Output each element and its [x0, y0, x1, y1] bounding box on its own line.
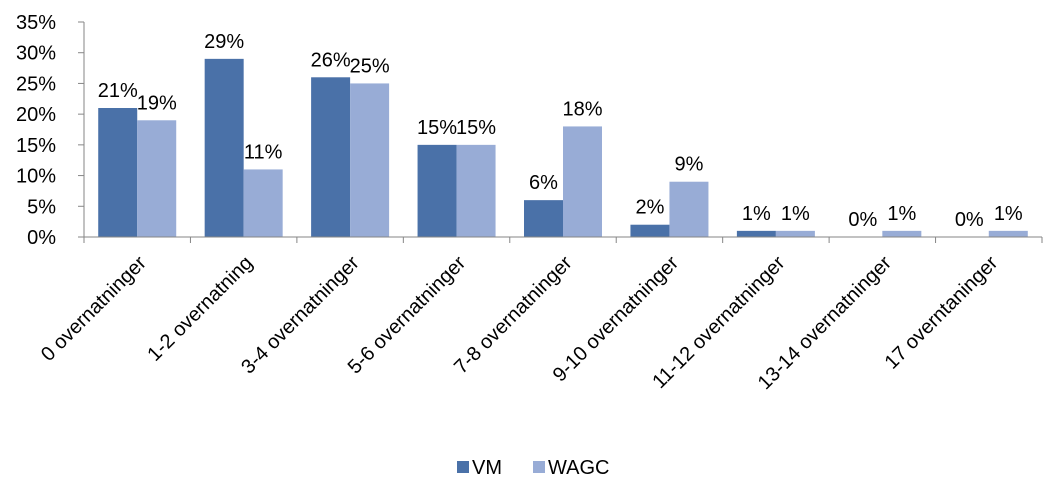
legend-swatch-vm: [457, 461, 469, 473]
data-label: 1%: [781, 203, 810, 225]
bar-wagc: [563, 126, 602, 237]
category-label: 0 overnatninger: [37, 252, 151, 366]
bar-wagc: [882, 230, 922, 237]
data-label: 25%: [350, 55, 390, 77]
legend-label-vm: VM: [472, 457, 502, 479]
bar-vm: [311, 77, 351, 238]
bar-wagc: [243, 169, 283, 237]
y-axis: 0% 5% 10% 15% 20% 25% 30% 35%: [16, 12, 85, 249]
bar-wagc: [456, 144, 496, 237]
bar-vm: [524, 200, 563, 237]
data-label: 9%: [674, 154, 703, 176]
category-label: 7-8 overnatninger: [450, 252, 577, 379]
data-label: 21%: [98, 80, 138, 102]
data-label: 1%: [742, 203, 771, 225]
data-label: 0%: [955, 209, 984, 231]
data-label: 26%: [311, 49, 351, 71]
y-tick-label: 5%: [27, 196, 56, 218]
data-label: 19%: [137, 92, 177, 114]
category-label: 17 overntaninger: [881, 252, 1003, 374]
legend-swatch-wagc: [533, 461, 545, 473]
data-label: 15%: [456, 117, 496, 139]
data-label: 1%: [887, 203, 916, 225]
data-label: 29%: [204, 31, 244, 53]
bar-vm: [630, 224, 670, 237]
bar-wagc: [350, 83, 390, 237]
y-tick-label: 25%: [16, 73, 56, 95]
data-labels: 21% 29% 26% 15% 6% 2% 1% 0% 0% 19% 11% 25% 15% 18% 9% 1…: [98, 31, 1023, 231]
data-label: 6%: [529, 172, 558, 194]
data-label: 11%: [244, 141, 283, 163]
y-tick-label: 10%: [16, 166, 56, 188]
y-tick-label: 0%: [27, 227, 56, 249]
data-label: 1%: [994, 203, 1023, 225]
category-label: 5-6 overnatninger: [344, 252, 471, 379]
y-tick-label: 30%: [16, 43, 56, 65]
bar-wagc: [988, 230, 1028, 237]
y-tick-label: 20%: [16, 104, 56, 126]
bar-vm: [98, 108, 138, 237]
bar-vm: [204, 58, 244, 237]
y-tick-label: 35%: [16, 12, 56, 34]
data-label: 15%: [417, 117, 457, 139]
data-label: 0%: [848, 209, 877, 231]
bar-vm: [417, 144, 457, 237]
data-label: 18%: [562, 98, 602, 120]
bar-series: [98, 58, 1028, 238]
x-axis: [83, 236, 1043, 243]
legend-label-wagc: WAGC: [548, 457, 609, 479]
bar-vm: [736, 230, 776, 237]
y-tick-label: 15%: [16, 135, 56, 157]
category-label: 1-2 overnatning: [143, 252, 257, 366]
category-label: 3-4 overnatninger: [237, 252, 364, 379]
legend: VM WAGC: [457, 457, 609, 479]
bar-wagc: [137, 120, 177, 237]
bar-wagc: [669, 181, 709, 237]
bar-wagc: [775, 230, 815, 237]
data-label: 2%: [635, 197, 664, 219]
